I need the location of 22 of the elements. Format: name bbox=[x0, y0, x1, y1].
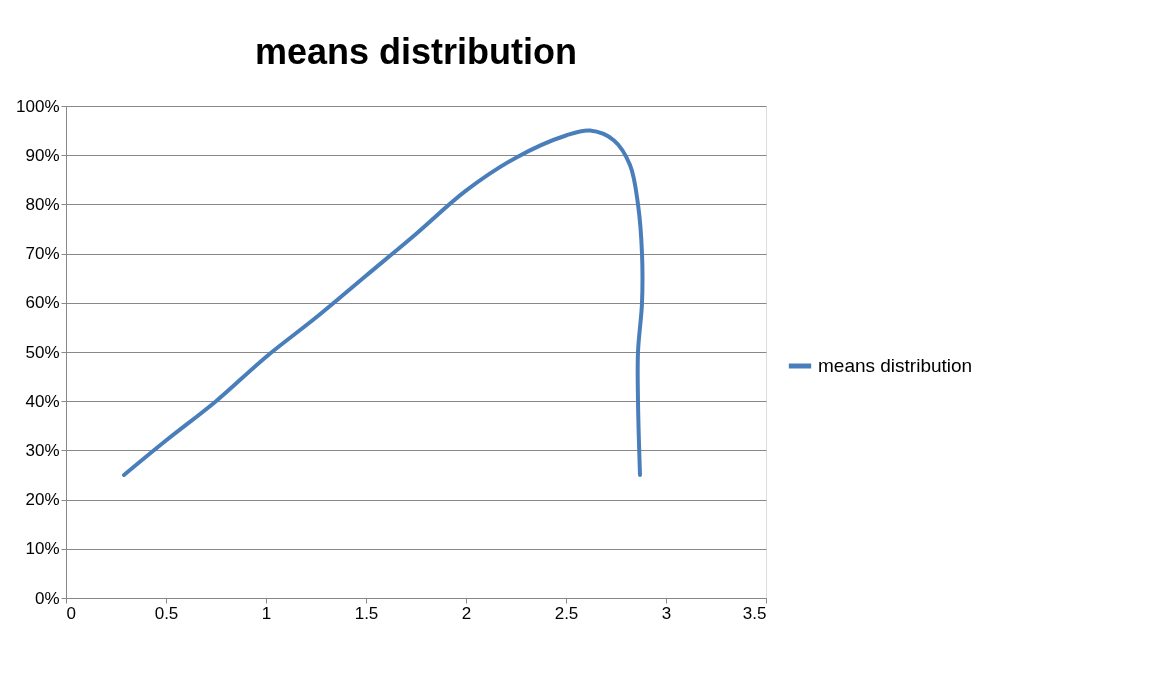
y-tick-label: 20% bbox=[25, 490, 60, 510]
x-tick-label: 3 bbox=[661, 603, 672, 623]
y-tick-label: 90% bbox=[25, 145, 60, 165]
y-tick-label: 60% bbox=[25, 293, 60, 313]
y-tick-label: 30% bbox=[25, 440, 60, 460]
y-tick-label: 70% bbox=[25, 244, 60, 264]
y-tick-label: 0% bbox=[34, 588, 60, 608]
y-tick-label: 100% bbox=[16, 96, 60, 116]
x-tick-label: 0 bbox=[66, 603, 76, 623]
x-tick-label: 0.5 bbox=[154, 603, 179, 623]
x-tick-label: 2 bbox=[461, 603, 472, 623]
y-tick-label: 10% bbox=[25, 539, 60, 559]
x-tick-label: 1.5 bbox=[354, 603, 379, 623]
legend-label: means distribution bbox=[818, 355, 973, 376]
x-tick-label: 3.5 bbox=[742, 603, 767, 623]
x-tick-label: 2.5 bbox=[554, 603, 579, 623]
x-tick-label: 1 bbox=[261, 603, 272, 623]
chart-title: means distribution bbox=[254, 31, 578, 72]
y-tick-label: 50% bbox=[25, 342, 60, 362]
line-series bbox=[122, 128, 645, 477]
y-tick-label: 80% bbox=[25, 194, 60, 214]
y-tick-label: 40% bbox=[25, 391, 60, 411]
